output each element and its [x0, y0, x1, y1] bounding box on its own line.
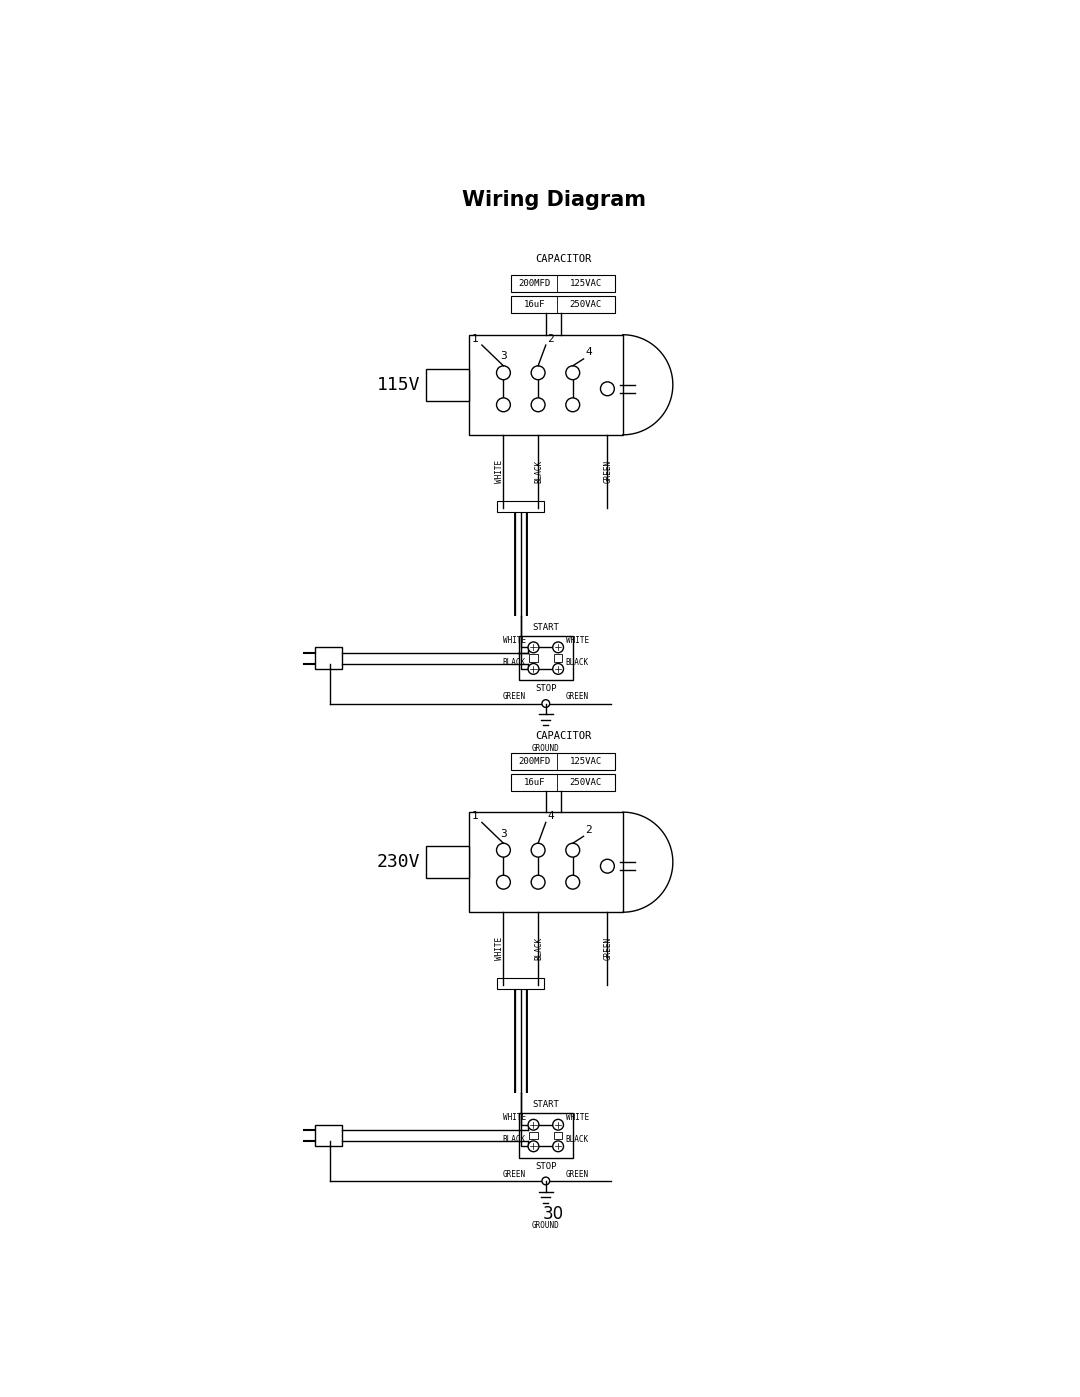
Bar: [518, 636, 572, 680]
Circle shape: [528, 1141, 539, 1151]
Circle shape: [497, 366, 511, 380]
Text: GREEN: GREEN: [604, 460, 612, 483]
Circle shape: [566, 844, 580, 858]
Text: WHITE: WHITE: [495, 460, 504, 483]
Text: 200MFD: 200MFD: [518, 757, 551, 766]
Text: 3: 3: [500, 351, 507, 362]
Text: WHITE: WHITE: [495, 937, 504, 960]
Bar: [511, 753, 616, 770]
Text: BLACK: BLACK: [502, 1134, 526, 1144]
Text: WHITE: WHITE: [502, 1113, 526, 1122]
Text: 3: 3: [500, 828, 507, 838]
Bar: [497, 978, 544, 989]
Text: START: START: [532, 623, 559, 631]
Circle shape: [531, 366, 545, 380]
Circle shape: [600, 859, 615, 873]
Text: GROUND: GROUND: [532, 743, 559, 753]
Circle shape: [531, 398, 545, 412]
Bar: [469, 812, 623, 912]
Circle shape: [566, 366, 580, 380]
Circle shape: [542, 700, 550, 707]
Bar: [529, 654, 538, 662]
Text: 1: 1: [472, 810, 478, 821]
Circle shape: [553, 664, 564, 675]
Bar: [518, 1113, 572, 1158]
Bar: [511, 296, 616, 313]
Bar: [511, 774, 616, 791]
Text: BLACK: BLACK: [535, 937, 543, 960]
Circle shape: [531, 876, 545, 888]
Text: WHITE: WHITE: [566, 636, 589, 645]
Circle shape: [553, 1119, 564, 1130]
Circle shape: [566, 876, 580, 888]
Text: GREEN: GREEN: [502, 693, 526, 701]
Text: 1: 1: [472, 334, 478, 344]
Text: 125VAC: 125VAC: [570, 757, 602, 766]
Text: WHITE: WHITE: [502, 636, 526, 645]
Text: 16uF: 16uF: [524, 778, 545, 787]
Circle shape: [531, 844, 545, 858]
Text: 4: 4: [548, 810, 554, 821]
Bar: [511, 275, 616, 292]
Text: Wiring Diagram: Wiring Diagram: [461, 190, 646, 210]
Text: GREEN: GREEN: [566, 693, 589, 701]
Text: GREEN: GREEN: [502, 1169, 526, 1179]
Circle shape: [528, 643, 539, 652]
Text: BLACK: BLACK: [502, 658, 526, 666]
Text: 200MFD: 200MFD: [518, 279, 551, 288]
Text: CAPACITOR: CAPACITOR: [535, 254, 591, 264]
Text: WHITE: WHITE: [566, 1113, 589, 1122]
Bar: [554, 1132, 563, 1140]
Text: 4: 4: [585, 348, 592, 358]
Circle shape: [497, 844, 511, 858]
Text: 250VAC: 250VAC: [570, 300, 602, 309]
Circle shape: [600, 381, 615, 395]
Text: 2: 2: [585, 824, 592, 835]
Bar: [497, 502, 544, 511]
Bar: [314, 647, 341, 669]
Text: 30: 30: [543, 1206, 564, 1222]
Text: 250VAC: 250VAC: [570, 778, 602, 787]
Text: BLACK: BLACK: [566, 1134, 589, 1144]
Circle shape: [497, 876, 511, 888]
Text: STOP: STOP: [535, 1162, 556, 1171]
Bar: [427, 847, 469, 879]
Circle shape: [553, 1141, 564, 1151]
Text: BLACK: BLACK: [535, 460, 543, 483]
Text: 115V: 115V: [377, 376, 420, 394]
Bar: [469, 335, 623, 434]
Text: 230V: 230V: [377, 854, 420, 872]
Circle shape: [497, 398, 511, 412]
Text: GROUND: GROUND: [532, 1221, 559, 1229]
Text: STOP: STOP: [535, 685, 556, 693]
Circle shape: [542, 1178, 550, 1185]
Text: CAPACITOR: CAPACITOR: [535, 731, 591, 742]
Text: 16uF: 16uF: [524, 300, 545, 309]
Text: GREEN: GREEN: [604, 937, 612, 960]
Circle shape: [566, 398, 580, 412]
Bar: [529, 1132, 538, 1140]
Text: 125VAC: 125VAC: [570, 279, 602, 288]
Circle shape: [553, 643, 564, 652]
Circle shape: [528, 1119, 539, 1130]
Text: START: START: [532, 1101, 559, 1109]
Text: 2: 2: [548, 334, 554, 344]
Bar: [427, 369, 469, 401]
Text: BLACK: BLACK: [566, 658, 589, 666]
Bar: [554, 654, 563, 662]
Circle shape: [528, 664, 539, 675]
Text: GREEN: GREEN: [566, 1169, 589, 1179]
Bar: [314, 1125, 341, 1147]
